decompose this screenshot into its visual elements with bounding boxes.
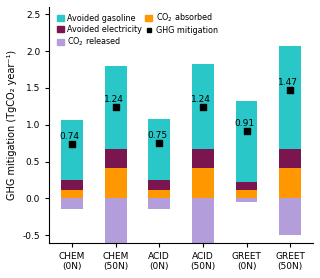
Text: 1.47: 1.47 — [278, 78, 298, 87]
Bar — [279, 168, 301, 198]
Bar — [61, 190, 83, 198]
Bar — [236, 190, 257, 198]
Bar — [148, 190, 170, 198]
Point — [69, 142, 75, 146]
Point — [200, 105, 205, 109]
Bar — [192, 168, 214, 198]
Bar — [236, 101, 257, 182]
Bar — [105, 149, 127, 168]
Bar — [192, 64, 214, 149]
Point — [244, 129, 249, 134]
Bar — [192, 149, 214, 168]
Bar — [236, 182, 257, 190]
Bar — [148, 198, 170, 210]
Bar — [279, 149, 301, 168]
Y-axis label: GHG mitigation (TgCO₂ year⁻¹): GHG mitigation (TgCO₂ year⁻¹) — [7, 50, 17, 200]
Point — [157, 141, 162, 145]
Text: 0.74: 0.74 — [60, 132, 80, 141]
Bar — [105, 66, 127, 149]
Text: 0.91: 0.91 — [234, 120, 254, 128]
Bar — [61, 120, 83, 180]
Bar — [279, 46, 301, 149]
Text: 1.24: 1.24 — [103, 95, 123, 104]
Bar — [236, 198, 257, 202]
Bar — [105, 198, 127, 243]
Point — [288, 88, 293, 92]
Point — [113, 105, 118, 109]
Bar — [192, 198, 214, 243]
Bar — [61, 198, 83, 210]
Bar — [279, 198, 301, 235]
Text: 0.75: 0.75 — [147, 131, 167, 140]
Bar — [105, 168, 127, 198]
Bar — [148, 180, 170, 190]
Legend: Avoided gasoline, Avoided electricity, CO$_2$ released, CO$_2$ absorbed, GHG mit: Avoided gasoline, Avoided electricity, C… — [56, 11, 219, 49]
Text: 1.24: 1.24 — [191, 95, 211, 104]
Bar — [148, 119, 170, 180]
Bar — [61, 180, 83, 190]
